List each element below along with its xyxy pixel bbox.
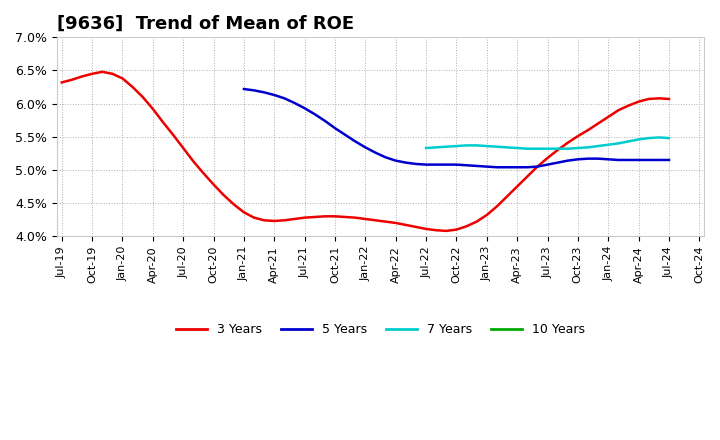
3 Years	[604, 114, 613, 120]
5 Years	[341, 132, 349, 137]
Legend: 3 Years, 5 Years, 7 Years, 10 Years: 3 Years, 5 Years, 7 Years, 10 Years	[171, 318, 590, 341]
7 Years	[634, 137, 643, 142]
7 Years	[432, 145, 441, 150]
Line: 5 Years: 5 Years	[244, 89, 669, 167]
7 Years	[553, 146, 562, 151]
7 Years	[594, 143, 603, 149]
3 Years	[432, 227, 441, 233]
5 Years	[654, 158, 663, 163]
5 Years	[372, 150, 380, 155]
3 Years	[665, 96, 673, 102]
5 Years	[442, 162, 451, 167]
Text: [9636]  Trend of Mean of ROE: [9636] Trend of Mean of ROE	[57, 15, 354, 33]
5 Years	[543, 162, 552, 167]
5 Years	[462, 163, 471, 168]
7 Years	[482, 143, 491, 149]
7 Years	[462, 143, 471, 148]
3 Years	[58, 80, 66, 85]
5 Years	[564, 158, 572, 163]
5 Years	[594, 156, 603, 161]
5 Years	[492, 165, 501, 170]
7 Years	[543, 146, 552, 151]
7 Years	[503, 145, 511, 150]
Line: 7 Years: 7 Years	[426, 137, 669, 149]
3 Years	[442, 228, 451, 234]
5 Years	[422, 162, 431, 167]
3 Years	[392, 220, 400, 226]
7 Years	[513, 145, 521, 150]
5 Years	[412, 161, 420, 167]
5 Years	[402, 160, 410, 165]
3 Years	[189, 159, 198, 164]
5 Years	[523, 165, 531, 170]
3 Years	[280, 218, 289, 223]
7 Years	[604, 142, 613, 147]
5 Years	[330, 125, 339, 131]
5 Years	[270, 92, 279, 98]
7 Years	[654, 135, 663, 140]
7 Years	[614, 141, 623, 146]
5 Years	[320, 118, 329, 124]
5 Years	[382, 155, 390, 160]
5 Years	[392, 158, 400, 163]
7 Years	[665, 136, 673, 141]
5 Years	[432, 162, 441, 167]
5 Years	[250, 88, 258, 93]
7 Years	[533, 146, 541, 151]
7 Years	[472, 143, 481, 148]
5 Years	[665, 158, 673, 163]
7 Years	[422, 145, 431, 150]
5 Years	[574, 157, 582, 162]
5 Years	[584, 156, 593, 161]
3 Years	[98, 69, 107, 74]
7 Years	[564, 146, 572, 151]
7 Years	[574, 145, 582, 150]
5 Years	[310, 112, 319, 117]
5 Years	[361, 145, 369, 150]
5 Years	[240, 86, 248, 92]
7 Years	[523, 146, 531, 151]
5 Years	[634, 158, 643, 163]
Line: 3 Years: 3 Years	[62, 72, 669, 231]
5 Years	[300, 106, 309, 111]
5 Years	[553, 160, 562, 165]
5 Years	[503, 165, 511, 170]
5 Years	[513, 165, 521, 170]
5 Years	[614, 158, 623, 163]
7 Years	[442, 144, 451, 149]
3 Years	[210, 182, 218, 187]
5 Years	[280, 95, 289, 101]
5 Years	[260, 90, 269, 95]
5 Years	[533, 164, 541, 169]
7 Years	[624, 139, 633, 144]
7 Years	[644, 136, 653, 141]
7 Years	[452, 143, 461, 149]
5 Years	[472, 163, 481, 169]
5 Years	[644, 158, 653, 163]
5 Years	[290, 100, 299, 106]
5 Years	[604, 157, 613, 162]
5 Years	[482, 164, 491, 169]
5 Years	[452, 162, 461, 167]
5 Years	[624, 158, 633, 163]
5 Years	[351, 139, 359, 144]
7 Years	[492, 144, 501, 149]
7 Years	[584, 145, 593, 150]
